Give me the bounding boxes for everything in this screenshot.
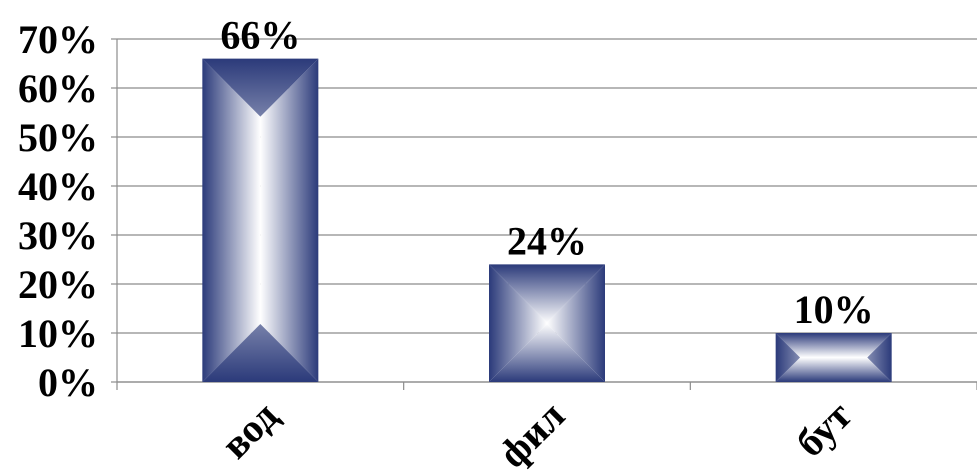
y-tick-label: 0% [38,360,98,405]
x-tick-label: бут [787,392,860,465]
y-tick-label: 10% [18,311,98,356]
data-label: 24% [507,218,587,263]
x-tick-label: фил [490,393,574,474]
data-label: 66% [220,13,300,58]
y-tick-label: 70% [18,17,98,62]
labels: 0%10%20%30%40%50%60%70% 66%вод24%фил10%бу… [18,13,874,474]
bar-3 [775,333,892,382]
y-tick-label: 60% [18,66,98,111]
y-tick-label: 30% [18,213,98,258]
data-label: 10% [794,287,874,332]
bar-2 [489,264,605,382]
y-tick-label: 50% [18,115,98,160]
bars [202,58,892,382]
y-tick-label: 20% [18,262,98,307]
y-tick-label: 40% [18,164,98,209]
x-tick-label: вод [212,393,287,468]
bar-1 [202,58,319,382]
